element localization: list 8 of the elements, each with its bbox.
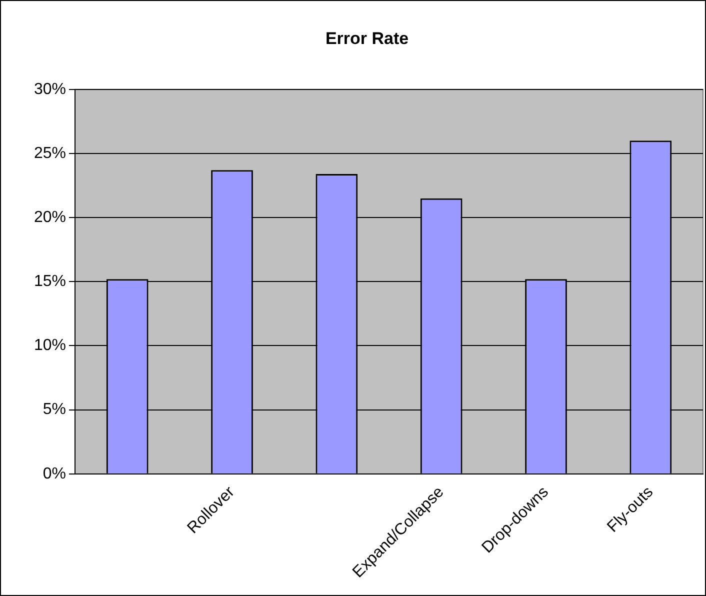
- chart-title: Error Rate: [325, 28, 409, 48]
- y-tick-label: 0%: [42, 465, 66, 482]
- y-tick-label: 5%: [42, 401, 66, 418]
- y-tick-label: 25%: [34, 144, 66, 162]
- y-tick-label: 10%: [34, 337, 66, 354]
- y-tick-label: 20%: [34, 208, 66, 226]
- y-tick-label: 30%: [34, 80, 66, 98]
- y-tick-label: 15%: [34, 273, 66, 290]
